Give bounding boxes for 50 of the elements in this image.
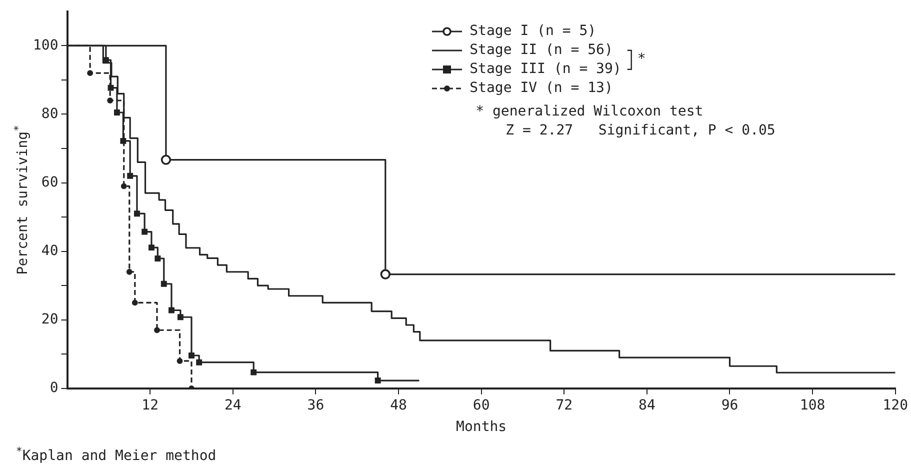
annotation: Z = 2.27 Significant, P < 0.05 — [506, 122, 776, 138]
point — [188, 352, 194, 358]
x-tick-label: 48 — [390, 397, 407, 414]
legend-label: Stage III (n = 39) — [470, 60, 622, 79]
point — [134, 210, 140, 217]
y-tick-label: 40 — [41, 242, 58, 259]
point — [160, 154, 172, 165]
point — [160, 280, 167, 287]
point — [374, 378, 381, 384]
point — [168, 307, 174, 314]
y-tick-label: 100 — [32, 37, 58, 54]
x-tick-label: 84 — [638, 397, 656, 414]
point — [87, 70, 94, 76]
point — [127, 172, 134, 179]
legend-label: Stage II (n = 56) — [470, 40, 613, 60]
point — [108, 84, 114, 91]
x-tick-label: 108 — [800, 397, 826, 414]
point — [154, 256, 161, 262]
x-tick-label: 120 — [882, 397, 908, 414]
point — [120, 138, 126, 144]
annotation: * generalized Wilcoxon test — [476, 103, 704, 120]
y-tick-label: 0 — [50, 380, 58, 396]
legend-label: Stage IV (n = 13) — [470, 78, 613, 98]
legend-label: Stage I (n = 5) — [470, 22, 596, 41]
annotation: * — [637, 51, 646, 68]
point — [114, 110, 120, 116]
text: *Kaplan and Meier method — [16, 445, 216, 464]
point — [196, 359, 202, 366]
x-axis-title: Months — [456, 419, 507, 436]
point — [250, 369, 257, 376]
x-tick-label: 36 — [307, 397, 324, 414]
x-tick-label: 72 — [556, 397, 573, 414]
point — [148, 244, 154, 251]
point — [107, 98, 114, 104]
point — [126, 268, 132, 275]
y-tick-label: 80 — [41, 106, 58, 122]
x-tick-label: 96 — [721, 397, 738, 414]
point — [154, 327, 160, 334]
point — [177, 314, 184, 320]
point — [142, 228, 148, 235]
point — [380, 269, 391, 280]
x-tick-label: 60 — [472, 397, 490, 414]
point — [132, 300, 138, 306]
point — [176, 358, 183, 364]
point — [120, 183, 127, 190]
y-axis-title: Percent surviving* — [12, 125, 31, 275]
x-tick-label: 24 — [224, 397, 242, 414]
x-tick-label: 12 — [142, 397, 159, 414]
y-tick-label: 20 — [41, 311, 58, 328]
y-tick-label: 60 — [41, 174, 58, 190]
